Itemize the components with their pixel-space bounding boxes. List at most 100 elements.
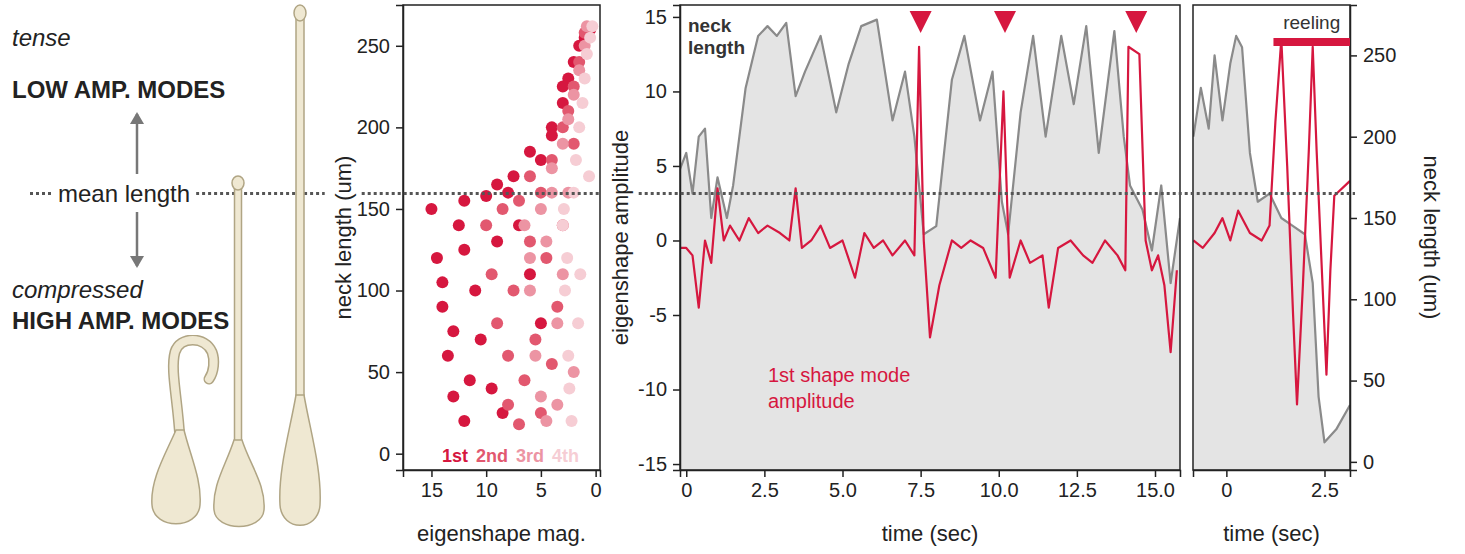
tick-label: 0: [1221, 479, 1232, 501]
tick: 15: [421, 470, 443, 501]
tick-label: -5: [649, 304, 667, 326]
scatter-point: [508, 170, 520, 182]
scatter-point: [581, 48, 593, 60]
tick-label: 0: [1363, 451, 1374, 473]
series-label: necklength: [688, 15, 745, 58]
series-area: [1193, 36, 1350, 470]
scatter-point: [431, 252, 443, 264]
tick: 0: [1221, 470, 1232, 501]
scatter-point: [557, 219, 569, 231]
tick: 5.0: [829, 470, 857, 501]
series-area: [680, 20, 1180, 470]
scatter-point: [566, 415, 578, 427]
tick-mark: [396, 372, 403, 374]
y2-axis: 050100150200250: [1350, 6, 1396, 473]
scatter-point: [563, 382, 575, 394]
scatter-point: [574, 268, 586, 280]
tick-label: 0: [656, 229, 667, 251]
schematic-label: LOW AMP. MODES: [12, 76, 225, 103]
mean-length-line: [639, 192, 1355, 195]
scatter-point: [524, 236, 536, 248]
scatter-point: [540, 415, 552, 427]
cell-neck: [173, 340, 213, 440]
tick: 0: [656, 229, 680, 251]
tick-label: 0: [681, 479, 692, 501]
tick-mark: [673, 389, 680, 391]
tick-label: 2.5: [751, 479, 779, 501]
tick-mark: [486, 470, 488, 477]
scatter-point: [529, 333, 541, 345]
scatter-point: [480, 219, 492, 231]
x-axis-title: eigenshape mag.: [417, 521, 586, 546]
tick-mark: [1155, 470, 1157, 477]
tick-mark: [1350, 299, 1357, 301]
tick-label: 15: [421, 479, 443, 501]
tick: 250: [357, 35, 403, 57]
reeling-bar: [1273, 38, 1350, 46]
arrow-head: [130, 112, 144, 124]
tick: -5: [649, 304, 680, 326]
scatter-point: [557, 138, 569, 150]
scatter-point: [458, 415, 470, 427]
tick: 0: [681, 470, 692, 501]
scatter-point: [557, 268, 569, 280]
tick-mark: [431, 470, 433, 477]
scatter-point: [576, 97, 588, 109]
event-triangle: [1125, 11, 1147, 33]
mean-length-line: [30, 192, 52, 195]
tick: 150: [357, 198, 403, 220]
label-background: [9, 306, 232, 335]
scatter-panel: 151050050100150200250eigenshape mag.neck…: [331, 5, 602, 546]
schematic-label: HIGH AMP. MODES: [12, 307, 229, 334]
text-line: neck: [688, 15, 732, 36]
scatter-point: [546, 162, 558, 174]
tick: 0: [591, 470, 602, 501]
label-background: [9, 75, 228, 104]
tick-label: 5: [536, 479, 547, 501]
x-axis: 02.5: [1194, 470, 1351, 501]
scatter-point: [568, 366, 580, 378]
scatter-point: [559, 285, 571, 297]
scatter-point: [453, 219, 465, 231]
scatter-point: [508, 285, 520, 297]
scatter-point: [583, 170, 595, 182]
tick: 0: [379, 443, 403, 465]
y-axis-title: neck length (um): [331, 156, 356, 320]
x-axis-line: [404, 471, 601, 478]
scatter-point: [568, 89, 580, 101]
tick-label: 0: [379, 443, 390, 465]
time-panel: 02.5050100150200250time (sec)neck length…: [1193, 5, 1444, 546]
tick-mark: [673, 17, 680, 19]
scatter-point: [529, 350, 541, 362]
tick-mark: [396, 453, 403, 455]
series-points: [480, 27, 591, 431]
scatter-point: [491, 236, 503, 248]
scatter-point: [458, 244, 470, 256]
x-axis: 151050: [404, 470, 602, 501]
scatter-point: [524, 252, 536, 264]
panel-frame: [403, 5, 600, 470]
reeling-label: reeling: [1283, 12, 1340, 33]
scatter-point: [570, 154, 582, 166]
scatter-point: [551, 317, 563, 329]
tick-label: 100: [1363, 288, 1396, 310]
tick: 2.5: [751, 470, 779, 501]
x-axis-title: time (sec): [1223, 521, 1320, 546]
scatter-point: [579, 72, 591, 84]
tick: 15: [645, 6, 680, 28]
tick-label: 10: [645, 80, 667, 102]
scatter-point: [502, 350, 514, 362]
tick-label: 2.5: [1311, 479, 1339, 501]
y2-axis-line: [1351, 6, 1358, 471]
scatter-point: [540, 252, 552, 264]
scatter-point: [524, 268, 536, 280]
scatter-point: [464, 374, 476, 386]
tick-mark: [673, 315, 680, 317]
scatter-point: [535, 391, 547, 403]
tick-label: 250: [357, 35, 390, 57]
scatter-point: [486, 382, 498, 394]
tick-mark: [396, 127, 403, 129]
tick-mark: [396, 46, 403, 48]
plot-marks: [680, 20, 1180, 470]
tick-label: 50: [368, 361, 390, 383]
